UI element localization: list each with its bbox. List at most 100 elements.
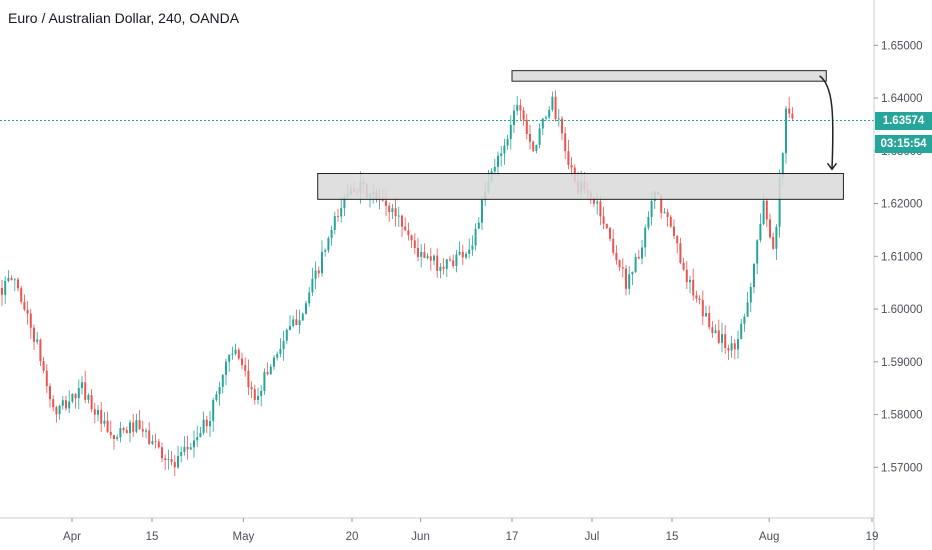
x-tick-label: 15: [146, 531, 159, 543]
candle-body: [666, 212, 669, 218]
candle-body: [471, 245, 474, 250]
candle-body: [772, 237, 775, 249]
candle-body: [388, 205, 391, 212]
candle-body: [154, 441, 157, 442]
candle-body: [516, 105, 519, 111]
candle-body: [775, 226, 778, 249]
candle-body: [519, 105, 522, 111]
candle-body: [647, 217, 650, 228]
candle-body: [433, 255, 435, 261]
candle-body: [100, 409, 103, 424]
candle-body: [7, 277, 10, 281]
candle-body: [679, 243, 682, 263]
candle-body: [221, 374, 224, 387]
candle-body: [698, 298, 701, 301]
candle-body: [551, 96, 554, 110]
candle-body: [609, 228, 611, 239]
candle-body: [71, 393, 74, 402]
candle-body: [442, 266, 445, 269]
resistance-zone[interactable]: [511, 70, 827, 82]
x-tick-label: Jul: [585, 531, 600, 543]
candle-body: [436, 255, 439, 271]
x-tick-label: 15: [666, 531, 679, 543]
candle-body: [557, 118, 560, 120]
candle-body: [145, 430, 147, 432]
x-tick-label: Aug: [759, 531, 779, 543]
candle-body: [599, 201, 602, 217]
candle-body: [250, 387, 253, 390]
candle-body: [167, 459, 170, 460]
candle-body: [413, 240, 416, 249]
candle-body: [673, 226, 675, 236]
candle-body: [4, 280, 7, 295]
y-tick-label: 1.58000: [881, 410, 923, 422]
candle-body: [20, 288, 23, 302]
candle-body: [391, 208, 394, 212]
candle-body: [148, 430, 151, 444]
candle-body: [765, 200, 768, 220]
candle-body: [215, 394, 218, 401]
candle-body: [685, 269, 688, 283]
candle-body: [17, 279, 19, 289]
candle-body: [135, 420, 138, 432]
candle-body: [333, 216, 336, 231]
candle-body: [455, 254, 458, 266]
candle-body: [417, 248, 419, 257]
y-tick-label: 1.59000: [881, 357, 923, 369]
candle-body: [49, 386, 51, 400]
candle-body: [186, 446, 189, 450]
candle-body: [343, 196, 346, 209]
candle-body: [477, 222, 480, 229]
candle-body: [39, 339, 42, 362]
x-tick-label: 19: [866, 531, 879, 543]
candle-body: [570, 164, 573, 168]
candle-body: [170, 459, 173, 463]
candle-body: [525, 119, 528, 134]
candle-body: [602, 216, 605, 224]
candle-body: [183, 446, 186, 453]
candle-body: [298, 320, 301, 326]
candle-body: [481, 200, 483, 223]
support-zone[interactable]: [317, 172, 844, 200]
candle-body: [93, 409, 96, 415]
candle-body: [708, 313, 711, 328]
candle-body: [90, 395, 93, 410]
candle-body: [196, 436, 199, 441]
candle-body: [193, 440, 195, 448]
candle-body: [212, 400, 215, 422]
candle-body: [506, 139, 509, 146]
candle-body: [1, 287, 3, 295]
candle-body: [164, 458, 167, 460]
candle-body: [157, 441, 160, 448]
candle-body: [452, 260, 455, 266]
candle-body: [10, 277, 13, 280]
candle-body: [541, 118, 544, 129]
candle-body: [282, 340, 285, 350]
candle-body: [68, 401, 71, 409]
candle-body: [628, 274, 631, 289]
candle-body: [324, 250, 327, 252]
candle-body: [705, 313, 707, 317]
price-axis[interactable]: 1.650001.640001.630001.620001.610001.600…: [874, 40, 923, 474]
candle-body: [554, 96, 557, 119]
candle-body: [730, 343, 733, 351]
candle-body: [61, 400, 64, 406]
candle-body: [77, 387, 80, 399]
candle-body: [260, 391, 263, 397]
candles-group: [1, 90, 794, 477]
candle-body: [727, 348, 730, 351]
projection-arrow-head: [826, 162, 838, 171]
candle-body: [132, 422, 135, 432]
candle-body: [228, 354, 231, 362]
candle-body: [129, 422, 131, 434]
candle-body: [781, 153, 784, 177]
time-axis[interactable]: Apr 15 May 20 Jun 17 Jul 15 Aug 19: [63, 518, 878, 543]
candle-body: [625, 268, 627, 289]
candle-body: [458, 251, 461, 255]
candle-body: [717, 330, 720, 343]
candle-body: [769, 219, 771, 238]
x-tick-label: 20: [346, 531, 359, 543]
candle-body: [13, 279, 16, 281]
candle-body: [759, 224, 762, 241]
